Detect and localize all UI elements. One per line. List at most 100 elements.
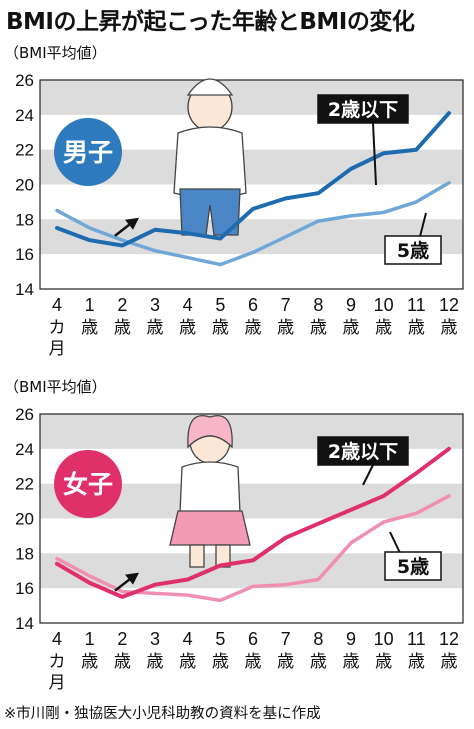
y-tick-label: 22 [15, 141, 34, 160]
x-tick-label: 10 歳 [374, 295, 394, 338]
x-tick-number: 6 [248, 629, 258, 649]
series-label-box [317, 436, 409, 466]
girl-illustration [169, 415, 251, 568]
x-tick-unit: 歳 [245, 652, 262, 672]
x-tick-number: 6 [248, 295, 258, 315]
x-tick-unit: 歳 [408, 318, 425, 338]
plot-frame [39, 413, 464, 624]
y-tick-label: 14 [15, 614, 34, 633]
x-tick-label: 7歳 [277, 295, 294, 338]
x-tick-number: 12 [439, 295, 459, 315]
x-tick-number: 8 [313, 629, 323, 649]
hair [187, 415, 233, 449]
page-title: BMIの上昇が起こった年齢とBMIの変化 [6, 9, 415, 35]
x-tick-label: 2歳 [114, 629, 131, 672]
series-label-box [384, 551, 442, 581]
x-tick-number: 10 [374, 295, 394, 315]
x-tick-label: 11 歳 [407, 629, 426, 672]
girls-chart: （BMI平均値） 14 16 18 20 22 24 26 4 カ月 1 歳 2 歳 3 歳 4 歳 5 歳 6 歳 7 歳 8… [0, 372, 474, 700]
x-tick-unit: 歳 [81, 318, 98, 338]
y-tick-label: 18 [15, 544, 34, 563]
series-line-2yo [55, 111, 451, 248]
x-tick-label: 6歳 [245, 629, 262, 672]
girls-chart-svg: （BMI平均値）141618202224264カ月1歳2歳3歳4歳5歳6歳7歳8… [4, 378, 464, 693]
x-tick-label: 10 歳 [374, 629, 394, 672]
series-label-leader [362, 464, 374, 486]
x-tick-unit: 歳 [114, 652, 131, 672]
y-axis-label: （BMI平均値） [4, 44, 107, 62]
x-tick-label: 4歳 [179, 295, 196, 338]
x-tick-label: 6歳 [245, 295, 262, 338]
source-note: ※市川剛・独協医大小児科助教の資料を基に作成 [4, 706, 321, 722]
series-label: 5歳 [397, 240, 429, 262]
x-tick-number: 4 [52, 629, 62, 649]
x-tick-number: 2 [117, 295, 127, 315]
series-label-box [384, 235, 442, 265]
x-tick-number: 8 [313, 295, 323, 315]
x-tick-number: 11 [407, 629, 426, 649]
series-label-box [317, 94, 409, 124]
x-tick-unit: 歳 [375, 318, 392, 338]
leg [189, 544, 205, 568]
series-line-5yo [55, 181, 451, 267]
series-label: 2歳以下 [328, 441, 398, 463]
y-tick-label: 24 [15, 440, 34, 459]
y-tick-label: 22 [15, 475, 34, 494]
x-tick-number: 3 [150, 629, 160, 649]
x-tick-label: 3歳 [147, 629, 164, 672]
x-tick-number: 4 [183, 295, 193, 315]
x-tick-unit: 歳 [212, 318, 229, 338]
x-tick-label: 9歳 [343, 629, 360, 672]
y-tick-label: 20 [15, 176, 34, 195]
y-tick-label: 24 [15, 106, 34, 125]
x-tick-unit: 歳 [408, 652, 425, 672]
x-tick-number: 10 [374, 629, 394, 649]
shirt [173, 126, 247, 199]
pointer-arrowhead [125, 572, 139, 585]
plot-frame [39, 79, 464, 290]
x-tick-unit: 歳 [441, 652, 458, 672]
y-tick-label: 14 [15, 280, 34, 299]
x-tick-number: 1 [85, 629, 95, 649]
x-tick-label: 1歳 [81, 629, 98, 672]
x-tick-unit: 歳 [212, 652, 229, 672]
x-tick-label: 1歳 [81, 295, 98, 338]
x-tick-unit: 歳 [245, 318, 262, 338]
x-tick-label: 5歳 [212, 295, 229, 338]
x-tick-unit: カ [49, 652, 66, 672]
boy-illustration [173, 78, 247, 236]
boys-chart: （BMI平均値） 14 16 18 20 22 24 26 4 カ月 1 歳 2 歳 3 歳 4 歳 5 歳 6 歳 7 歳 8… [0, 38, 474, 366]
x-tick-number: 3 [150, 295, 160, 315]
gender-badge [54, 450, 122, 518]
x-tick-label: 2歳 [114, 295, 131, 338]
x-tick-unit: 歳 [441, 318, 458, 338]
x-tick-label: 4 カ月 [49, 295, 66, 359]
gender-badge-label: 女子 [63, 470, 113, 499]
x-tick-label: 5歳 [212, 629, 229, 672]
cap [186, 78, 234, 96]
x-tick-unit: 月 [49, 673, 66, 693]
x-tick-unit: 歳 [343, 652, 360, 672]
x-tick-number: 7 [281, 629, 291, 649]
x-tick-unit: 歳 [277, 652, 294, 672]
x-tick-unit: カ [49, 318, 66, 338]
y-tick-label: 26 [15, 405, 34, 424]
x-tick-number: 4 [52, 295, 62, 315]
series-label-leader [372, 122, 377, 186]
x-tick-number: 1 [85, 295, 95, 315]
x-tick-unit: 歳 [81, 652, 98, 672]
x-tick-unit: 歳 [147, 318, 164, 338]
series-label: 5歳 [397, 556, 429, 578]
series-label: 2歳以下 [328, 99, 398, 121]
x-tick-number: 12 [439, 629, 459, 649]
x-tick-label: 8歳 [310, 295, 327, 338]
gender-badge [54, 118, 122, 186]
x-tick-number: 7 [281, 295, 291, 315]
x-tick-number: 9 [346, 295, 356, 315]
x-tick-unit: 歳 [310, 652, 327, 672]
x-tick-label: 9歳 [343, 295, 360, 338]
x-tick-unit: 月 [49, 339, 66, 359]
x-tick-label: 4 カ月 [49, 629, 66, 693]
x-tick-unit: 歳 [179, 318, 196, 338]
y-tick-label: 20 [15, 510, 34, 529]
